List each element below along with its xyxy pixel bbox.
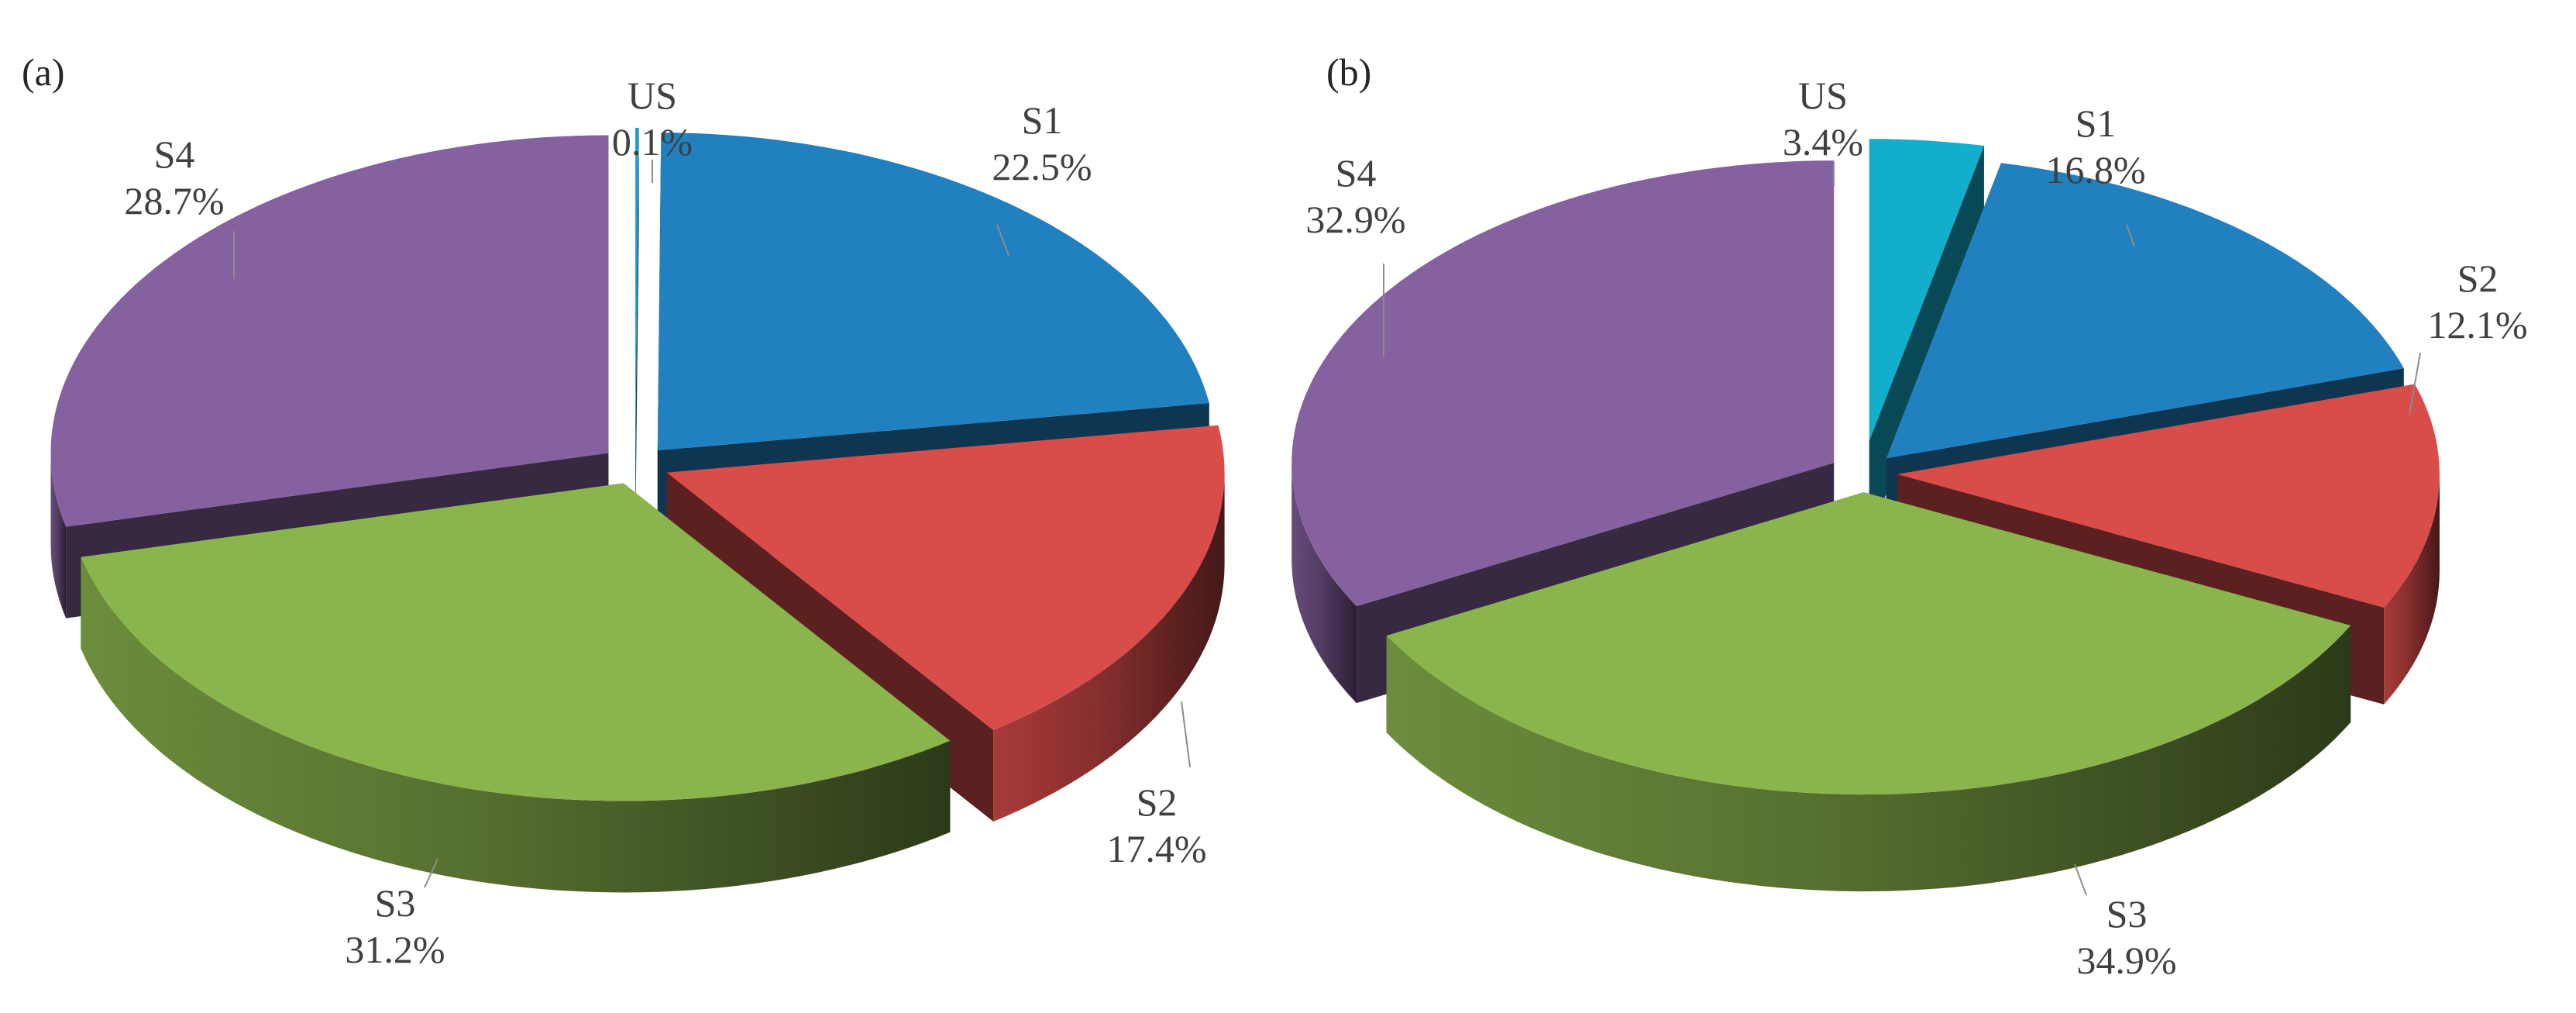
slice-value-s2: 12.1% bbox=[2427, 303, 2527, 346]
slice-value-s3: 34.9% bbox=[2076, 939, 2176, 982]
slice-value-s4: 28.7% bbox=[124, 179, 224, 222]
leader-line-s3 bbox=[2074, 863, 2087, 896]
slice-value-us: 3.4% bbox=[1783, 120, 1863, 164]
slice-label-us: US bbox=[1798, 74, 1848, 117]
slice-wall-s3 bbox=[1386, 625, 2351, 892]
slice-s2 bbox=[1897, 384, 2440, 608]
slice-value-s1: 16.8% bbox=[2045, 148, 2145, 191]
slice-s3 bbox=[81, 483, 951, 801]
slice-wall-s4 bbox=[1291, 463, 1357, 704]
slice-value-s1: 22.5% bbox=[992, 145, 1092, 188]
slice-label-s2: S2 bbox=[2457, 257, 2499, 300]
slice-label-s3: S3 bbox=[375, 881, 416, 925]
slice-value-s2: 17.4% bbox=[1106, 827, 1206, 870]
slice-label-s1: S1 bbox=[2076, 102, 2117, 145]
slice-s1 bbox=[1886, 163, 2404, 459]
slice-value-us: 0.1% bbox=[612, 120, 693, 164]
slice-wall-s3 bbox=[81, 556, 951, 893]
slice-s4 bbox=[50, 135, 609, 527]
pie-3d-a bbox=[50, 127, 1225, 893]
slice-s2 bbox=[666, 425, 1225, 730]
slice-label-s1: S1 bbox=[1022, 98, 1063, 142]
slice-s4 bbox=[1291, 160, 1835, 607]
slice-label-s2: S2 bbox=[1137, 780, 1178, 824]
leader-line-s3 bbox=[424, 858, 439, 888]
slice-wall-s4 bbox=[50, 453, 67, 618]
slice-us bbox=[635, 127, 639, 446]
panel-label-b: (b) bbox=[1326, 50, 1371, 94]
slice-s1 bbox=[657, 133, 1209, 450]
slice-side-us-1 bbox=[635, 127, 639, 537]
slice-label-s4: S4 bbox=[154, 133, 195, 176]
slice-wall-s2 bbox=[2384, 474, 2440, 705]
slice-us bbox=[1869, 139, 1984, 442]
pie-3d-b bbox=[1291, 139, 2440, 892]
panel-label-a: (a) bbox=[22, 50, 65, 94]
slice-s3 bbox=[1386, 492, 2351, 795]
leader-line-s2 bbox=[2409, 352, 2421, 415]
slice-value-s3: 31.2% bbox=[345, 928, 445, 971]
slice-wall-s2 bbox=[993, 472, 1225, 822]
leader-line-s1 bbox=[2126, 224, 2135, 247]
slice-label-s4: S4 bbox=[1336, 151, 1377, 195]
slice-value-s4: 32.9% bbox=[1305, 198, 1405, 241]
slice-label-s3: S3 bbox=[2107, 892, 2148, 935]
slice-label-us: US bbox=[628, 74, 677, 117]
leader-line-s2 bbox=[1181, 701, 1191, 768]
leader-line-s1 bbox=[996, 224, 1009, 257]
